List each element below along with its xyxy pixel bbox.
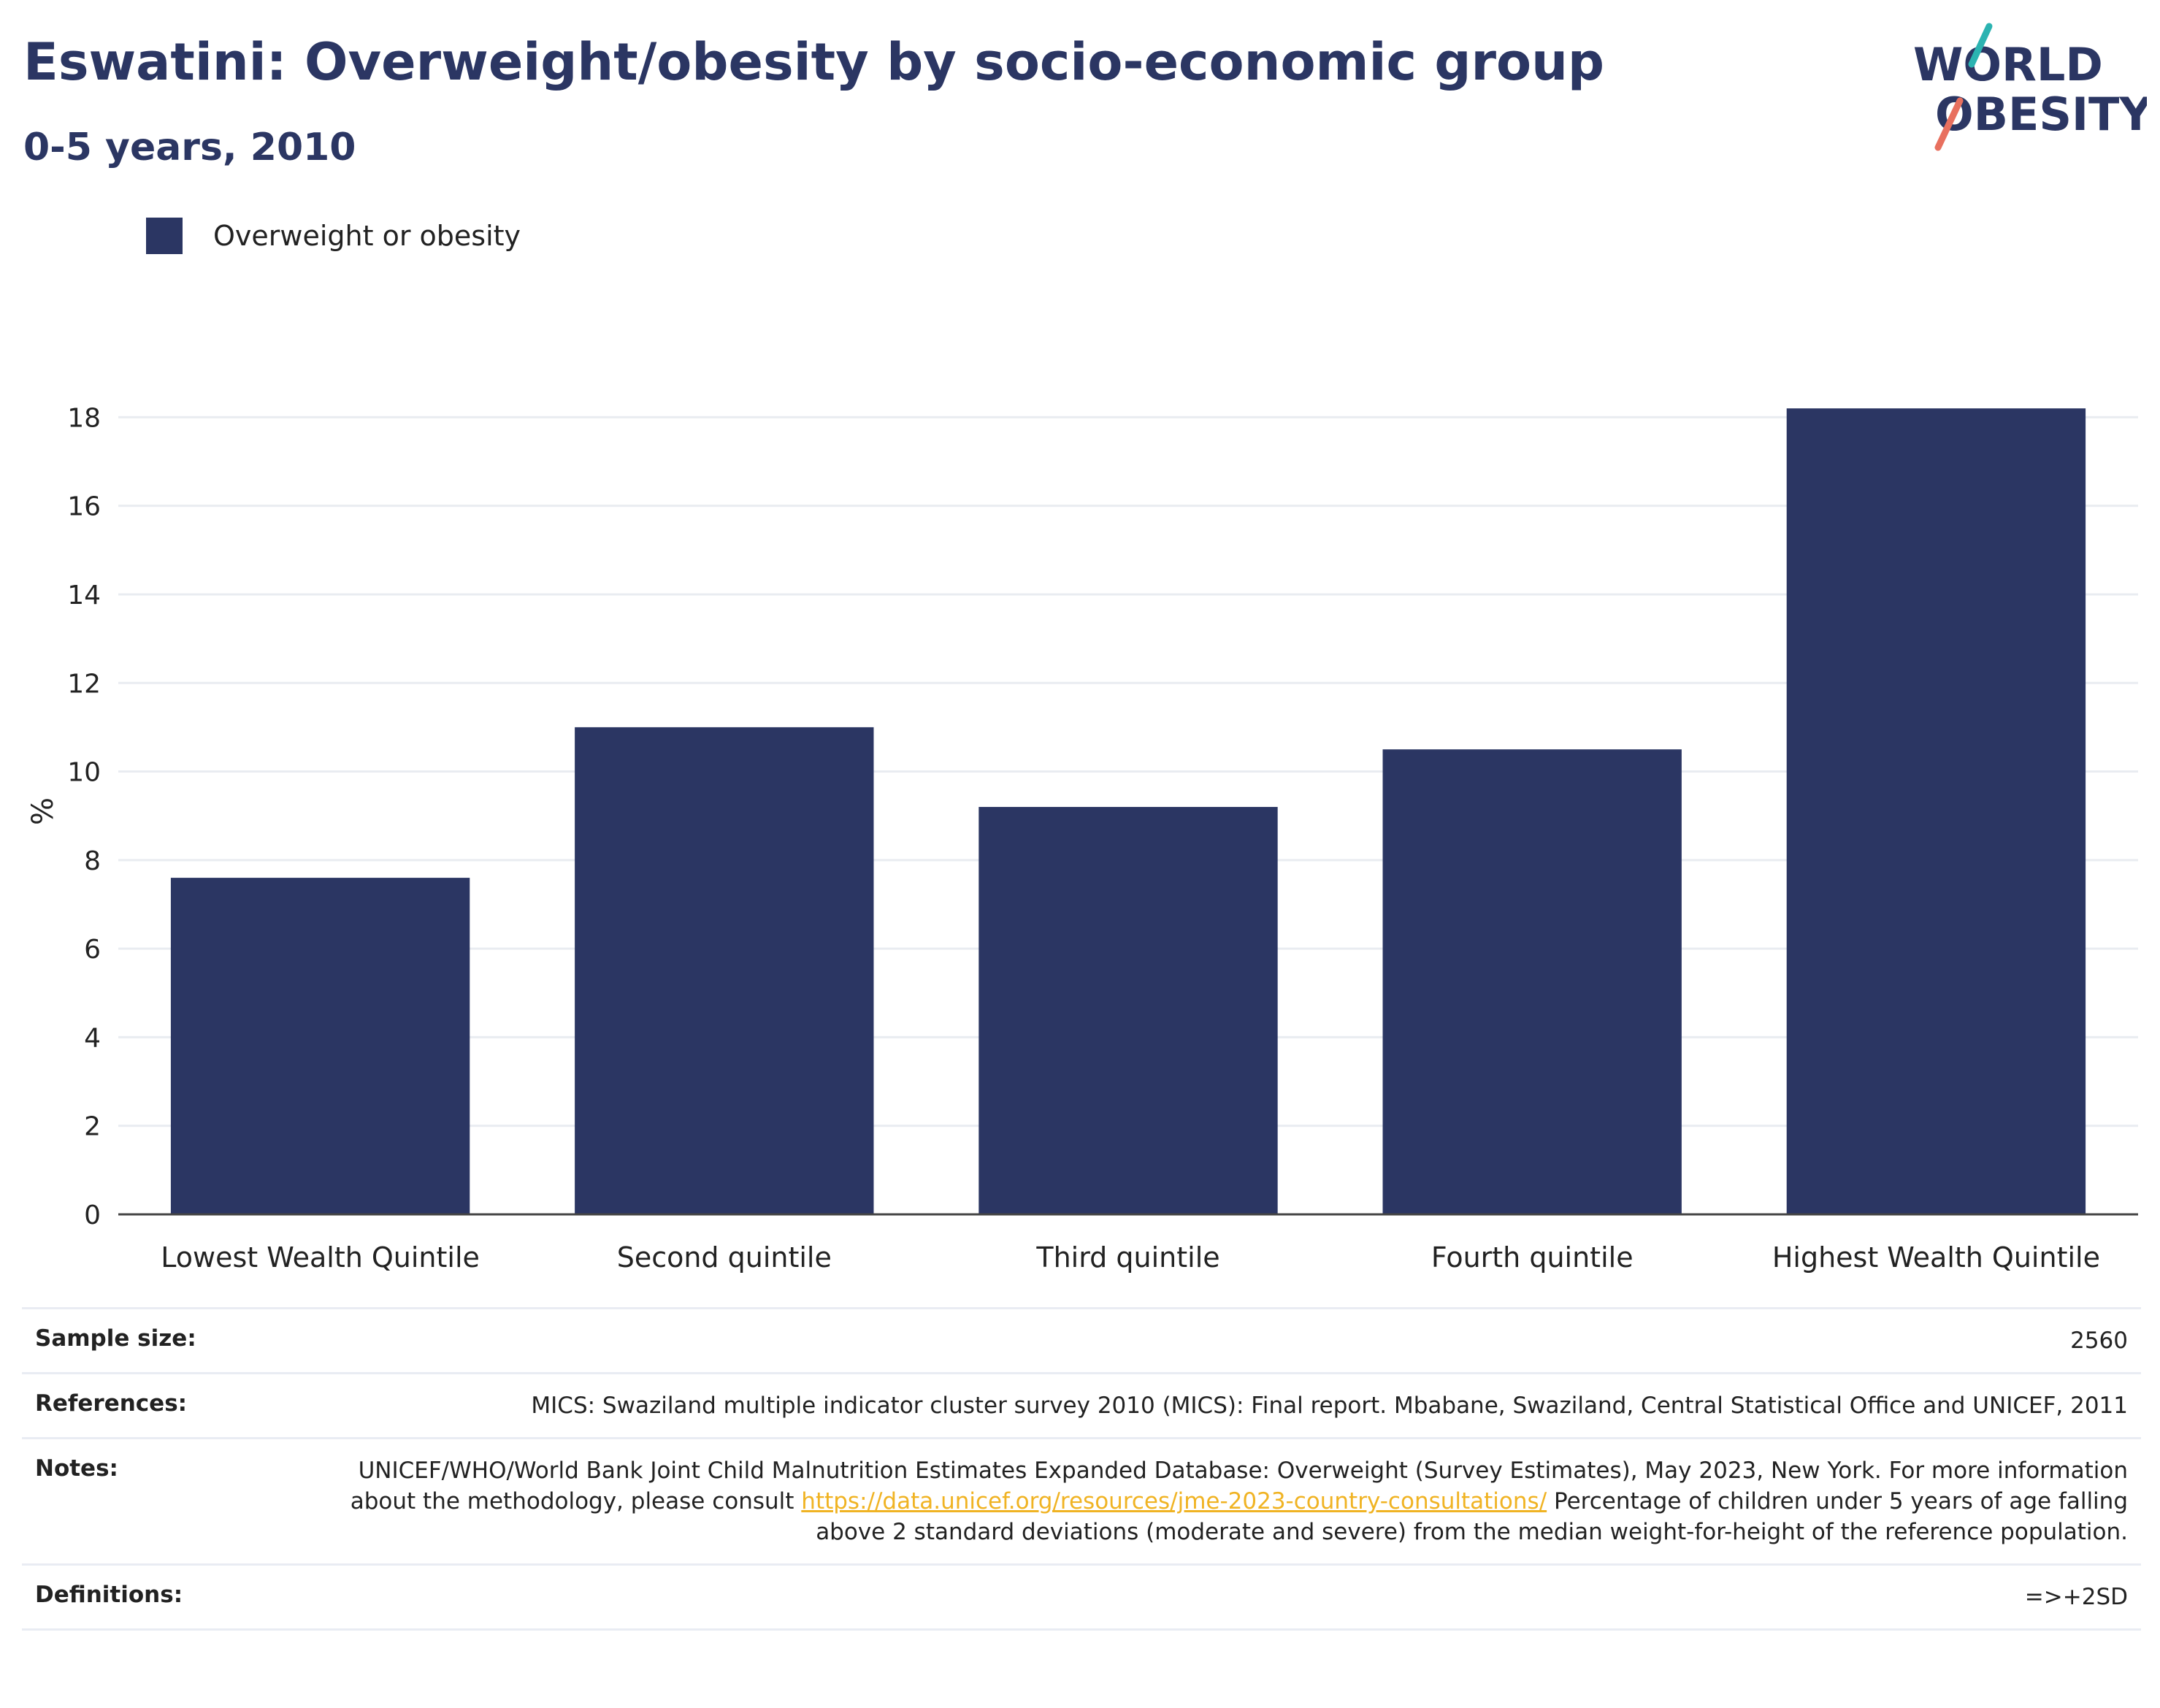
info-row-sample-size: Sample size: 2560 xyxy=(22,1307,2141,1372)
definitions-label: Definitions: xyxy=(35,1582,183,1608)
references-label: References: xyxy=(35,1390,188,1417)
logo-text-world: WORLD xyxy=(1913,38,2103,91)
sample-size-label: Sample size: xyxy=(35,1325,196,1352)
bar-chart: 0 2 4 6 8 10 12 14 16 18% Lowest Wealth Quintile Se… xyxy=(26,403,2138,1274)
legend-label-overweight: Overweight or obesity xyxy=(213,220,521,252)
y-tick-label: 2 xyxy=(84,1112,101,1142)
y-tick-label: 6 xyxy=(84,935,101,965)
logo-slash-coral xyxy=(1934,97,1964,151)
bar xyxy=(575,727,874,1214)
y-tick-label: 0 xyxy=(84,1200,101,1230)
y-tick-label: 8 xyxy=(84,846,101,876)
chart-subtitle: 0-5 years, 2010 xyxy=(23,126,356,169)
logo-text-obesity: OBESITY xyxy=(1935,88,2147,141)
bar xyxy=(1786,408,2086,1214)
x-tick-label: Lowest Wealth Quintile xyxy=(161,1241,480,1274)
y-tick-label: 4 xyxy=(84,1023,101,1053)
notes-text-after: Percentage of children under 5 years of … xyxy=(816,1488,2128,1545)
x-tick-label: Fourth quintile xyxy=(1431,1241,1634,1274)
info-row-references: References: MICS: Swaziland multiple ind… xyxy=(22,1372,2141,1437)
world-obesity-logo[interactable]: WORLD OBESITY xyxy=(1899,20,2147,152)
y-tick-label: 16 xyxy=(67,492,101,522)
methodology-link[interactable]: https://data.unicef.org/resources/jme-20… xyxy=(801,1488,1547,1514)
bar xyxy=(978,807,1278,1214)
chart-title: Eswatini: Overweight/obesity by socio-ec… xyxy=(23,32,1605,92)
x-tick-label: Second quintile xyxy=(617,1241,832,1274)
y-axis-label: % xyxy=(26,797,60,825)
definitions-value: =>+2SD xyxy=(2024,1584,2128,1610)
info-row-notes: Notes: UNICEF/WHO/World Bank Joint Child… xyxy=(22,1437,2141,1563)
sample-size-value: 2560 xyxy=(2070,1328,2128,1354)
notes-text-before: UNICEF/WHO/World Bank Joint Child Malnut… xyxy=(350,1458,2128,1514)
notes-label: Notes: xyxy=(35,1455,118,1482)
bar xyxy=(170,878,470,1214)
info-table: Sample size: 2560 References: MICS: Swaz… xyxy=(22,1307,2141,1631)
x-tick-label: Third quintile xyxy=(1035,1241,1219,1274)
x-tick-label: Highest Wealth Quintile xyxy=(1772,1241,2100,1274)
y-tick-label: 14 xyxy=(67,581,101,610)
chart-legend[interactable]: Overweight or obesity xyxy=(146,218,521,254)
info-row-definitions: Definitions: =>+2SD xyxy=(22,1563,2141,1631)
references-value: MICS: Swaziland multiple indicator clust… xyxy=(531,1393,2128,1419)
y-tick-label: 12 xyxy=(67,669,101,699)
y-tick-label: 18 xyxy=(67,403,101,433)
bar xyxy=(1382,749,1682,1214)
logo-slash-teal xyxy=(1968,23,1993,68)
notes-value: UNICEF/WHO/World Bank Joint Child Malnut… xyxy=(342,1455,2128,1547)
y-tick-label: 10 xyxy=(67,758,101,788)
legend-swatch-overweight xyxy=(146,218,183,254)
